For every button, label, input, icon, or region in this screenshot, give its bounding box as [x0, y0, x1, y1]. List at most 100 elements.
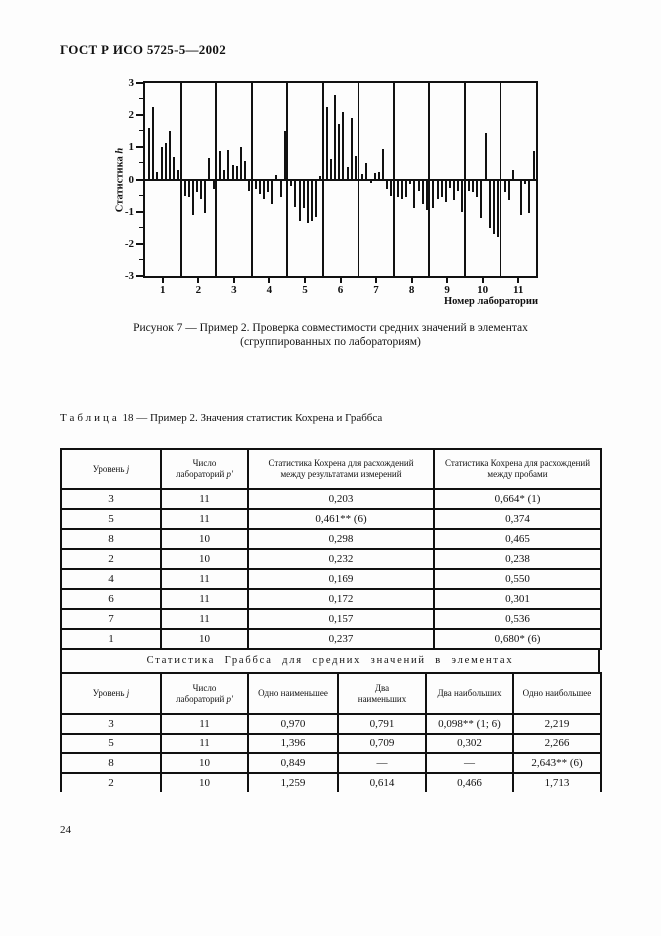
- table-cell: 11: [160, 713, 249, 735]
- y-tick-label: 3: [128, 77, 135, 89]
- table-cell: 0,461** (6): [247, 508, 435, 530]
- h-bar: [310, 179, 313, 222]
- table-cell: 0,203: [247, 488, 435, 510]
- h-bar: [365, 163, 368, 180]
- h-bar: [306, 179, 309, 223]
- table-row: 8 10 0,849— —2,643** (6): [60, 752, 602, 774]
- x-tick: [375, 278, 378, 283]
- h-bar: [421, 179, 424, 204]
- h-bar: [160, 147, 163, 180]
- table-cell: 0,302: [425, 732, 514, 754]
- x-tick-label: 11: [513, 284, 524, 296]
- x-tick: [232, 278, 235, 283]
- h-bar: [476, 179, 479, 198]
- h-bar: [401, 179, 403, 199]
- x-tick-label: 1: [160, 284, 166, 296]
- y-major-tick: [136, 275, 143, 277]
- h-bar: [492, 179, 495, 235]
- h-bar: [377, 171, 380, 180]
- table-cell: 0,098** (1; 6): [425, 713, 514, 735]
- figure-caption: Рисунок 7 — Пример 2. Проверка совместим…: [0, 321, 661, 349]
- y-tick-label: 1: [128, 141, 135, 154]
- h-bar: [325, 107, 328, 180]
- h-bar: [405, 179, 408, 198]
- table-cell: 2,643** (6): [512, 752, 602, 774]
- table-cell: 10: [160, 548, 249, 570]
- table-cell: 11: [160, 568, 249, 590]
- h-bar: [342, 112, 345, 180]
- y-major-tick: [136, 210, 143, 213]
- zero-line: [145, 178, 536, 181]
- h-bar: [334, 95, 336, 180]
- table-18-part2-grubbs: Уровень j Число лабораторий p′ Одно наиме…: [60, 672, 602, 792]
- table-cell: 0,709: [337, 732, 427, 754]
- table-cell: 0,614: [337, 771, 427, 792]
- y-tick-label: 0: [128, 173, 135, 186]
- h-bar: [262, 179, 265, 200]
- h-bar: [231, 165, 234, 180]
- table-cell: —: [337, 752, 427, 774]
- table-cell: 1: [60, 628, 162, 650]
- h-bar: [244, 161, 246, 180]
- y-minor-tick: [139, 194, 143, 196]
- table-18-part1-cochran: Уровень j Число лабораторий p′ Статистика…: [60, 448, 602, 650]
- h-bar: [290, 179, 293, 186]
- x-tick: [268, 278, 271, 283]
- h-bar: [152, 107, 155, 180]
- h-bar: [409, 179, 412, 185]
- document-header: ГОСТ Р ИСО 5725-5—2002: [60, 42, 227, 57]
- h-bar: [532, 150, 535, 180]
- h-bar: [239, 146, 242, 180]
- y-axis-label-text: Статистика: [114, 156, 126, 213]
- h-bar: [172, 157, 175, 180]
- table-cell: 2: [60, 548, 162, 570]
- x-tick: [481, 278, 484, 283]
- lab-divider: [180, 83, 182, 276]
- h-bar: [271, 179, 274, 204]
- table-row: 4 11 0,169 0,550: [60, 568, 602, 590]
- y-major-tick: [136, 178, 143, 181]
- figure-caption-line1: Рисунок 7 — Пример 2. Проверка совместим…: [133, 322, 528, 334]
- table-cell: 10: [160, 628, 249, 650]
- h-bar: [258, 179, 261, 194]
- h-bar: [187, 179, 190, 198]
- y-minor-tick: [139, 258, 143, 260]
- y-minor-tick: [139, 162, 143, 164]
- x-axis-label: Номер лаборатории: [443, 296, 538, 307]
- lab-divider: [251, 83, 253, 276]
- table-row: 7 11 0,157 0,536: [60, 608, 602, 630]
- x-tick-label: 10: [477, 284, 489, 296]
- y-tick-label: 2: [128, 109, 135, 122]
- y-major-tick: [136, 242, 143, 245]
- col-header-lab-count: Число лабораторий p′: [160, 448, 249, 490]
- h-bar: [177, 169, 180, 180]
- table-cell: 1,713: [512, 771, 602, 792]
- y-major-tick: [136, 146, 143, 149]
- h-bar: [254, 179, 257, 190]
- h-bar: [386, 179, 389, 190]
- y-tick-label: -1: [124, 205, 134, 218]
- h-bar: [235, 166, 238, 180]
- y-minor-tick: [139, 226, 143, 228]
- table-row: 5 11 0,461** (6) 0,374: [60, 508, 602, 530]
- lab-divider: [322, 83, 324, 276]
- h-bar: [361, 173, 364, 180]
- h-bar: [382, 148, 384, 180]
- h-bar: [319, 176, 322, 180]
- h-bar: [183, 179, 186, 196]
- table-cell: —: [425, 752, 514, 774]
- x-tick-label: 9: [444, 284, 450, 296]
- table-cell: 11: [160, 608, 249, 630]
- y-axis-label-var: h: [114, 147, 126, 154]
- table-cell: 0,238: [433, 548, 602, 570]
- plot-area: [143, 81, 538, 278]
- y-major-tick: [136, 82, 143, 84]
- h-bar: [196, 179, 198, 193]
- lab-divider: [215, 83, 217, 276]
- h-bar: [436, 179, 439, 199]
- col-header-one-smallest: Одно наименьшее: [247, 672, 339, 715]
- col-header-two-smallest: Два наименьших: [337, 672, 427, 715]
- table-cell: 10: [160, 528, 249, 550]
- table-cell: 2,219: [512, 713, 602, 735]
- lab-divider: [393, 83, 395, 276]
